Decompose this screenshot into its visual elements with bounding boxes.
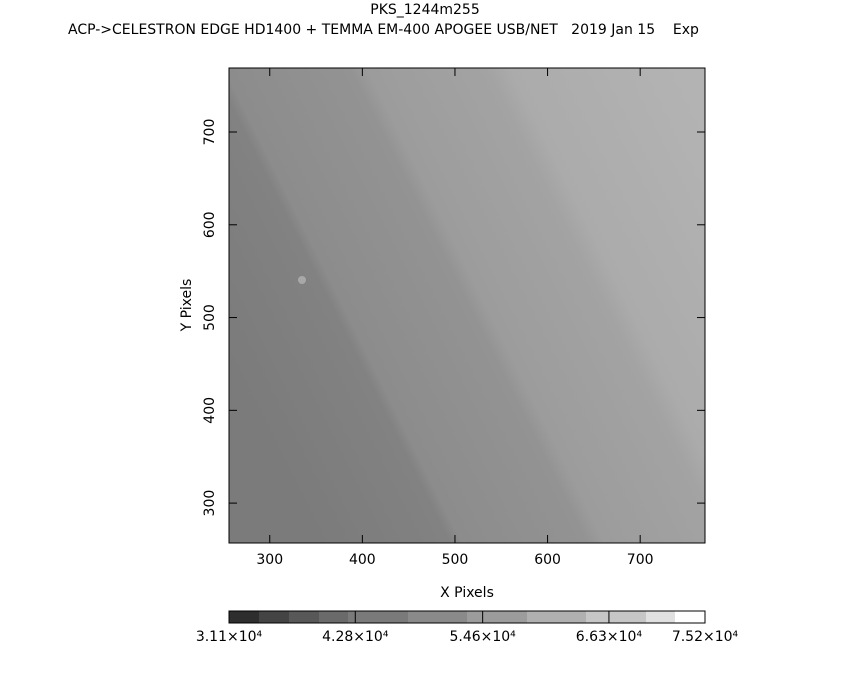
x-tick-label: 700 <box>627 552 654 568</box>
y-tick-label: 300 <box>202 490 218 517</box>
image <box>229 68 705 543</box>
y-axis-label: Y Pixels <box>179 279 195 333</box>
y-tick-label: 600 <box>202 211 218 238</box>
colorbar <box>228 610 706 624</box>
colorbar-segment <box>259 611 289 623</box>
x-tick-label: 500 <box>442 552 469 568</box>
colorbar-tick-label: 3.11×10⁴ <box>196 629 263 645</box>
x-axis-label: X Pixels <box>440 585 494 601</box>
colorbar-segment <box>348 611 408 623</box>
colorbar-segment <box>229 611 259 623</box>
colorbar-segment <box>289 611 319 623</box>
x-tick-label: 300 <box>256 552 283 568</box>
colorbar-tick-label: 4.28×10⁴ <box>322 629 389 645</box>
colorbar-tick-label: 6.63×10⁴ <box>576 629 643 645</box>
colorbar-tick-label: 7.52×10⁴ <box>672 629 739 645</box>
colorbar-segment <box>319 611 348 623</box>
y-tick-label: 700 <box>202 119 218 146</box>
y-tick-label: 500 <box>202 304 218 331</box>
colorbar-segment <box>675 611 705 623</box>
chart-subtitle: ACP->CELESTRON EDGE HD1400 + TEMMA EM-40… <box>68 22 699 38</box>
plot-frame <box>228 67 706 544</box>
star <box>298 276 306 284</box>
colorbar-segment <box>467 611 527 623</box>
colorbar-segment <box>408 611 467 623</box>
y-tick-label: 400 <box>202 397 218 424</box>
chart-title: PKS_1244m255 <box>370 2 480 18</box>
colorbar-tick-label: 5.46×10⁴ <box>449 629 516 645</box>
colorbar-segment <box>646 611 675 623</box>
colorbar-segment <box>527 611 586 623</box>
x-tick-label: 600 <box>534 552 561 568</box>
x-tick-label: 400 <box>349 552 376 568</box>
colorbar-segment <box>586 611 646 623</box>
